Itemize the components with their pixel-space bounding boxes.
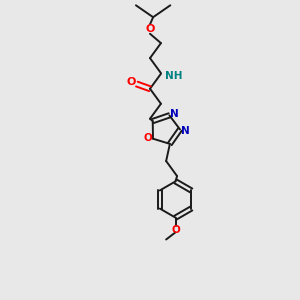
Text: O: O (145, 24, 155, 34)
Text: O: O (143, 133, 152, 143)
Text: O: O (127, 77, 136, 87)
Text: N: N (170, 109, 179, 119)
Text: NH: NH (165, 71, 183, 81)
Text: N: N (181, 126, 190, 136)
Text: O: O (171, 225, 180, 235)
